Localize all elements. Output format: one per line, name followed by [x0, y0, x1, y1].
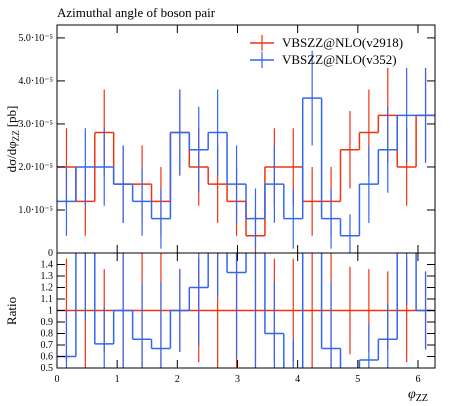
ratio-tick-label: 0.7: [41, 340, 54, 351]
ratio-frame: [56, 252, 436, 369]
ratio-tick-label: 0.5: [41, 363, 54, 374]
y-tick-label: 4.0·10⁻⁵: [18, 76, 53, 87]
y-axis-label: dσ/dφZZ [pb]: [4, 106, 21, 173]
y-tick-label: 1.0·10⁻⁵: [18, 205, 53, 216]
y-tick-label: 0: [48, 248, 53, 259]
y-tick-label: 2.0·10⁻⁵: [18, 162, 53, 173]
x-label-sub: ZZ: [416, 393, 428, 404]
x-tick-label: 5: [355, 374, 360, 385]
chart-title: Azimuthal angle of boson pair: [57, 5, 216, 20]
legend-label: VBSZZ@NLO(v352): [282, 52, 397, 67]
x-label: φ: [408, 387, 416, 402]
axes: 0 1 2 3 4 5 6 0 1.0·10⁻⁵ 2.0·10⁻⁵ 3.0·10⁻⁵ 4.0·10⁻⁵…: [18, 25, 435, 385]
y-label-unit: [pb]: [4, 106, 19, 128]
x-tick-label: 2: [175, 374, 180, 385]
y-label: dσ/dφ: [4, 141, 19, 172]
ratio-tick-label: 1.4: [41, 260, 54, 271]
y-label-sub: ZZ: [11, 130, 21, 141]
ratio-tick-label: 1.2: [41, 283, 54, 294]
ratio-tick-label: 1: [48, 306, 53, 317]
y-tick-label: 3.0·10⁻⁵: [18, 119, 53, 130]
ratio-tick-label: 0.8: [41, 329, 54, 340]
x-axis-label: φZZ: [408, 387, 428, 404]
ratio-plot: [57, 253, 435, 368]
ratio-tick-label: 0.6: [41, 352, 54, 363]
x-tick-label: 1: [115, 374, 120, 385]
x-tick-label: 6: [415, 374, 420, 385]
ratio-tick-label: 1.3: [41, 271, 54, 282]
x-tick-label: 4: [295, 374, 300, 385]
ratio-tick-label: 0.9: [41, 317, 54, 328]
main-plot: [57, 50, 435, 253]
legend-label: VBSZZ@NLO(v2918): [282, 35, 403, 50]
ratio-label: Ratio: [4, 297, 19, 325]
ratio-tick-label: 1.1: [41, 294, 54, 305]
x-tick-label: 0: [55, 374, 60, 385]
x-tick-label: 3: [235, 374, 240, 385]
y-tick-label: 5.0·10⁻⁵: [18, 33, 53, 44]
